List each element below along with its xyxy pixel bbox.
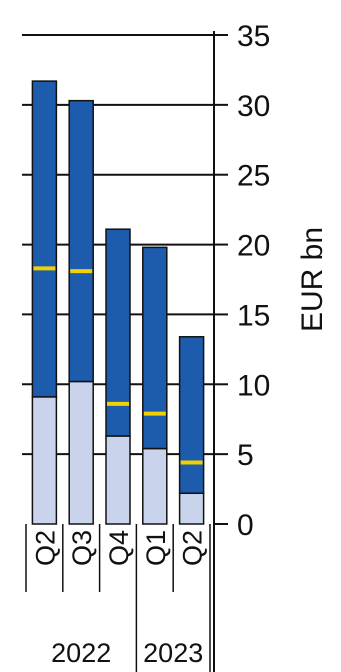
y-tick-label: 5 [237, 439, 254, 472]
y-tick-label: 0 [237, 509, 254, 542]
bar-segment-upper [142, 246, 168, 450]
bar-segment-lower [68, 380, 94, 525]
y-axis: 0 5 10 15 20 25 30 35 [213, 20, 270, 672]
bar-segment-upper [68, 99, 94, 383]
y-tick-label: 30 [237, 90, 270, 123]
year-label: 2022 [51, 638, 111, 668]
year-label: 2023 [143, 638, 203, 668]
y-tick-label: 15 [237, 299, 270, 332]
bar-segment-upper [31, 80, 58, 398]
x-tick-label: Q3 [67, 530, 97, 566]
x-tick-label: Q2 [178, 530, 208, 566]
bar-segment-lower [178, 492, 205, 525]
bar-segment-lower [31, 396, 58, 525]
bars [31, 80, 205, 525]
y-tick-label: 20 [237, 230, 270, 263]
bar-segment-upper [105, 228, 131, 437]
bar-segment-upper [178, 336, 205, 495]
bar-segment-lower [105, 435, 131, 525]
y-tick-label: 25 [237, 160, 270, 193]
y-tick-label: 10 [237, 369, 270, 402]
y-axis-title: EUR bn [296, 227, 329, 332]
y-tick-label: 35 [237, 20, 270, 53]
x-tick-label: Q1 [141, 530, 171, 566]
x-tick-label: Q4 [104, 530, 134, 566]
x-tick-label: Q2 [30, 530, 60, 566]
bar-segment-lower [142, 447, 168, 525]
